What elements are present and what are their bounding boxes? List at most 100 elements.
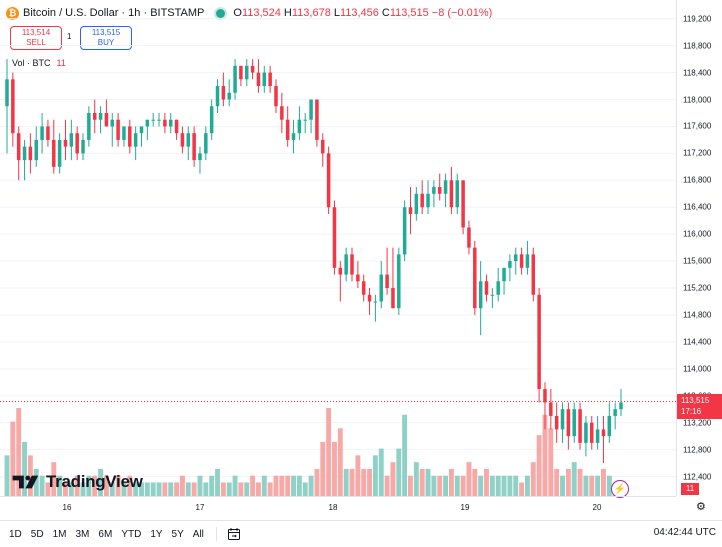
symbol-name[interactable]: Bitcoin / U.S. Dollar bbox=[23, 7, 119, 19]
candle-body bbox=[128, 126, 132, 147]
volume-bar bbox=[343, 468, 349, 496]
current-price: 113,515 bbox=[681, 396, 710, 406]
volume-value: 11 bbox=[56, 58, 66, 68]
volume-bar bbox=[601, 468, 606, 496]
volume-bar bbox=[285, 475, 291, 496]
candle-body bbox=[186, 133, 191, 147]
volume-bar bbox=[548, 428, 554, 496]
range-1d[interactable]: 1D bbox=[9, 528, 22, 540]
tradingview-logo[interactable]: TradingView bbox=[12, 472, 143, 492]
volume-bar bbox=[565, 468, 571, 496]
date-range-icon[interactable] bbox=[227, 527, 241, 541]
range-3m[interactable]: 3M bbox=[75, 528, 90, 540]
candle-body bbox=[531, 254, 536, 295]
candle-body bbox=[326, 153, 331, 208]
candle-body bbox=[309, 99, 313, 120]
volume-bar bbox=[431, 475, 437, 496]
candle-body bbox=[256, 72, 261, 87]
sell-price: 113,514 bbox=[21, 28, 51, 37]
volume-legend[interactable]: Vol · BTC 11 bbox=[12, 58, 66, 68]
range-ytd[interactable]: YTD bbox=[121, 528, 142, 540]
volume-bar bbox=[250, 475, 256, 496]
volume-bar bbox=[296, 475, 302, 496]
volume-bar bbox=[408, 475, 413, 496]
volume-bar bbox=[156, 482, 162, 496]
candle-body bbox=[484, 281, 489, 295]
candle-body bbox=[163, 119, 167, 127]
volume-bar bbox=[109, 482, 115, 496]
candle-body bbox=[221, 86, 226, 100]
interval-label[interactable]: 1h bbox=[128, 7, 141, 19]
price-tick-label: 112,400 bbox=[683, 472, 712, 482]
volume-bar bbox=[127, 475, 133, 496]
price-tick-label: 118,000 bbox=[683, 95, 712, 105]
utc-clock[interactable]: 04:42:44 UTC bbox=[653, 527, 716, 538]
candle-body bbox=[502, 267, 506, 282]
candle-body bbox=[244, 65, 249, 80]
volume-bar bbox=[320, 441, 326, 496]
volume-bar bbox=[174, 482, 180, 496]
volume-bar bbox=[460, 475, 466, 496]
candle-body bbox=[473, 247, 477, 309]
volume-bar bbox=[472, 468, 478, 496]
spread-value: 1 bbox=[67, 32, 72, 41]
volume-bar bbox=[261, 475, 267, 496]
volume-bar bbox=[220, 482, 226, 496]
candle-body bbox=[69, 133, 74, 147]
volume-bar bbox=[267, 482, 273, 496]
price-chart[interactable] bbox=[0, 0, 676, 496]
price-axis[interactable]: 119,200 118,800 118,400 118,000 117,600 117,2… bbox=[676, 0, 722, 496]
candle-body bbox=[332, 207, 337, 268]
range-all[interactable]: All bbox=[192, 528, 204, 540]
price-tick-label: 117,200 bbox=[683, 148, 712, 158]
volume-bar bbox=[191, 482, 197, 496]
volume-bar bbox=[478, 475, 484, 496]
time-tick-label: 20 bbox=[592, 503, 602, 512]
volume-bar bbox=[454, 475, 460, 496]
volume-bar bbox=[4, 455, 10, 496]
range-6m[interactable]: 6M bbox=[98, 528, 113, 540]
volume-bar bbox=[168, 482, 174, 496]
volume-bar bbox=[63, 482, 68, 496]
candle-body bbox=[402, 207, 407, 255]
low-value: 113,456 bbox=[339, 7, 379, 19]
volume-bar bbox=[425, 468, 431, 496]
price-tick-label: 118,400 bbox=[683, 68, 712, 78]
candle-body bbox=[63, 139, 68, 147]
candle-body bbox=[46, 126, 50, 140]
volume-bar bbox=[74, 475, 80, 496]
volume-bar bbox=[68, 482, 74, 496]
price-tick-label: 115,600 bbox=[683, 256, 712, 266]
candle-body bbox=[490, 294, 495, 296]
range-5y[interactable]: 5Y bbox=[171, 528, 184, 540]
volume-bar bbox=[606, 475, 612, 496]
range-5d[interactable]: 5D bbox=[30, 528, 44, 540]
candle-body bbox=[92, 112, 97, 120]
volume-bar bbox=[495, 475, 501, 496]
range-1m[interactable]: 1M bbox=[52, 528, 67, 540]
volume-bar bbox=[255, 482, 261, 496]
candle-body bbox=[174, 119, 179, 134]
range-1y[interactable]: 1Y bbox=[150, 528, 163, 540]
candle-body bbox=[519, 254, 524, 268]
volume-axis-label: 11 bbox=[681, 483, 699, 495]
bar-countdown: 17:16 bbox=[681, 407, 702, 417]
candle-body bbox=[613, 409, 617, 416]
settings-gear-icon[interactable]: ⚙ bbox=[696, 501, 706, 513]
volume-bar bbox=[150, 482, 156, 496]
candle-body bbox=[233, 65, 237, 93]
volume-bar bbox=[337, 428, 343, 496]
candle-body bbox=[397, 254, 401, 309]
volume-bar bbox=[139, 482, 144, 496]
candle-body bbox=[549, 402, 553, 416]
volume-bar bbox=[507, 475, 513, 496]
candle-body bbox=[361, 281, 366, 295]
volume-name: Vol · BTC bbox=[12, 58, 51, 68]
time-axis[interactable]: 16 17 18 19 20 bbox=[0, 496, 676, 521]
volume-bar bbox=[244, 482, 250, 496]
price-tick-label: 116,400 bbox=[683, 202, 712, 212]
candle-body bbox=[578, 409, 582, 443]
lightning-icon[interactable]: ⚡ bbox=[611, 480, 629, 498]
volume-bar bbox=[22, 441, 27, 496]
price-tick-label: 119,200 bbox=[683, 14, 712, 24]
